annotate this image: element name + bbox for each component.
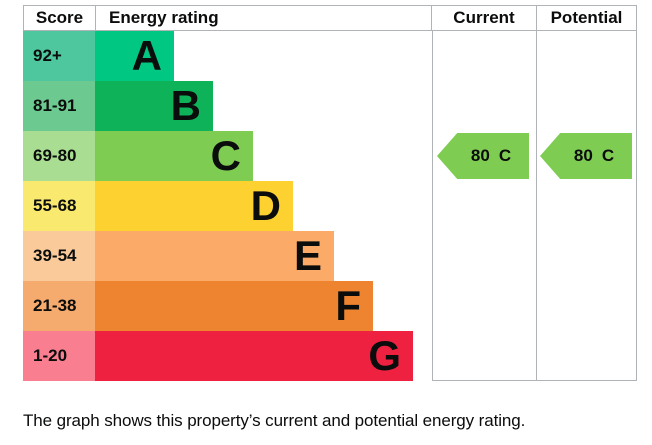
band-bar-e: E — [95, 231, 334, 281]
band-bar-a: A — [95, 31, 174, 81]
band-row-e: 39-54 E — [23, 231, 432, 281]
band-bar-d: D — [95, 181, 293, 231]
band-score-range: 92+ — [23, 31, 95, 81]
chart-header-row: Score Energy rating Current Potential — [23, 5, 637, 31]
band-letter: D — [250, 182, 281, 229]
band-score-range: 21-38 — [23, 281, 95, 331]
potential-column-header: Potential — [537, 6, 637, 30]
band-row-b: 81-91 B — [23, 81, 432, 131]
band-bar-c: C — [95, 131, 253, 181]
band-row-c: 69-80 C — [23, 131, 432, 181]
potential-rating-score: 80 — [573, 146, 593, 165]
energy-rating-chart: Score Energy rating Current Potential 92… — [23, 5, 637, 381]
band-bar-g: G — [95, 331, 413, 381]
potential-rating-band: C — [601, 146, 615, 165]
band-row-f: 21-38 F — [23, 281, 432, 331]
band-letter: G — [368, 332, 401, 379]
current-column-header: Current — [432, 6, 537, 30]
rating-bands-area: 92+ A 81-91 B 69-80 C 55-68 D 39-54 E — [23, 31, 432, 381]
band-score-range: 69-80 — [23, 131, 95, 181]
band-row-d: 55-68 D — [23, 181, 432, 231]
band-bar-f: F — [95, 281, 373, 331]
band-letter: C — [210, 132, 241, 179]
energy-rating-column-header: Energy rating — [96, 6, 432, 30]
band-score-range: 39-54 — [23, 231, 95, 281]
current-rating-column: 80 C — [432, 31, 537, 381]
band-bar-b: B — [95, 81, 213, 131]
band-letter: B — [170, 82, 201, 129]
band-row-a: 92+ A — [23, 31, 432, 81]
score-column-header: Score — [24, 6, 96, 30]
band-letter: E — [293, 232, 322, 279]
chart-caption: The graph shows this property’s current … — [23, 411, 526, 430]
current-rating-band: C — [498, 146, 512, 165]
current-rating-score: 80 — [470, 146, 490, 165]
band-score-range: 1-20 — [23, 331, 95, 381]
current-rating-arrow: 80 C — [437, 133, 529, 179]
band-score-range: 81-91 — [23, 81, 95, 131]
band-row-g: 1-20 G — [23, 331, 432, 381]
potential-rating-column: 80 C — [537, 31, 637, 381]
chart-body: 92+ A 81-91 B 69-80 C 55-68 D 39-54 E — [23, 31, 637, 381]
band-letter: A — [131, 32, 162, 79]
band-letter: F — [335, 282, 361, 329]
potential-rating-arrow: 80 C — [540, 133, 632, 179]
band-score-range: 55-68 — [23, 181, 95, 231]
